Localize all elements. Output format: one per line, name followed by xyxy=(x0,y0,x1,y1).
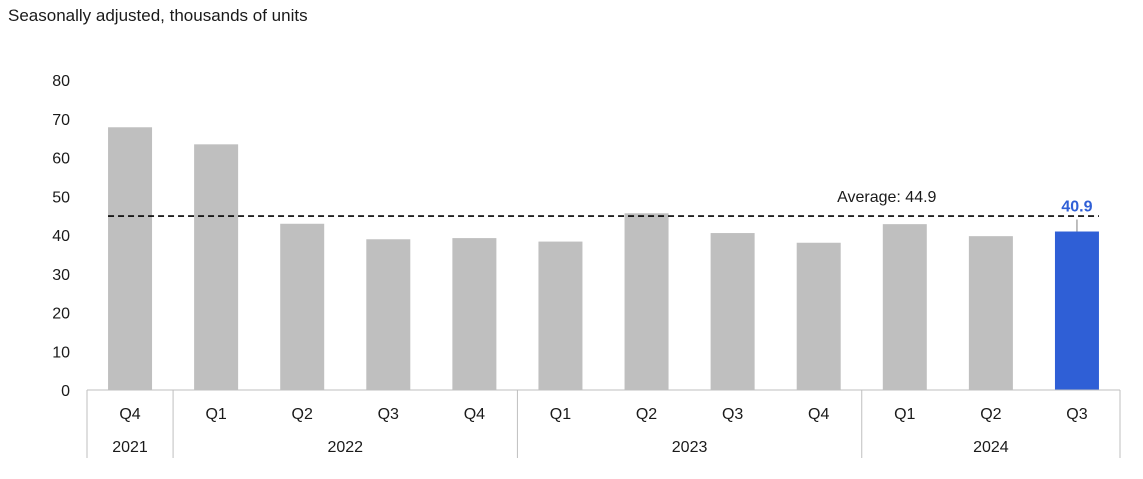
bar xyxy=(882,224,927,390)
bar xyxy=(710,233,755,390)
y-tick-label: 10 xyxy=(52,344,70,361)
bar xyxy=(280,223,325,390)
y-tick-label: 30 xyxy=(52,267,70,284)
x-tick-label: Q3 xyxy=(722,406,743,423)
year-label: 2021 xyxy=(112,439,148,456)
bar xyxy=(968,236,1013,390)
bar xyxy=(452,238,497,390)
y-tick-label: 40 xyxy=(52,228,70,245)
x-tick-label: Q1 xyxy=(205,406,226,423)
year-label: 2022 xyxy=(327,439,363,456)
y-tick-label: 50 xyxy=(52,189,70,206)
x-tick-label: Q2 xyxy=(636,406,657,423)
y-tick-label: 60 xyxy=(52,151,70,168)
x-tick-label: Q1 xyxy=(894,406,915,423)
x-tick-label: Q3 xyxy=(378,406,399,423)
y-tick-label: 80 xyxy=(52,73,70,90)
x-tick-label: Q2 xyxy=(980,406,1001,423)
chart-subtitle: Seasonally adjusted, thousands of units xyxy=(8,6,308,25)
bar-highlight xyxy=(1054,231,1099,390)
x-tick-label: Q2 xyxy=(292,406,313,423)
x-tick-label: Q4 xyxy=(464,406,485,423)
average-label: Average: 44.9 xyxy=(837,189,936,206)
x-tick-label: Q1 xyxy=(550,406,571,423)
x-tick-label: Q4 xyxy=(808,406,829,423)
highlight-data-label: 40.9 xyxy=(1061,199,1092,216)
x-tick-label: Q3 xyxy=(1066,406,1087,423)
x-tick-label: Q4 xyxy=(119,406,140,423)
year-label: 2024 xyxy=(973,439,1009,456)
bar xyxy=(538,241,583,390)
bar xyxy=(366,239,411,390)
bar xyxy=(194,144,239,390)
bar xyxy=(624,213,669,390)
y-tick-label: 20 xyxy=(52,306,70,323)
bar xyxy=(108,127,153,391)
y-tick-label: 70 xyxy=(52,112,70,129)
y-tick-label: 0 xyxy=(61,383,70,400)
year-label: 2023 xyxy=(672,439,708,456)
bar xyxy=(796,242,841,390)
